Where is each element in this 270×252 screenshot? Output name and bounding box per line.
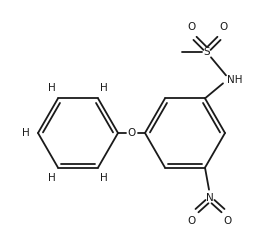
Text: O: O <box>219 22 227 32</box>
Text: N: N <box>206 193 214 203</box>
Text: H: H <box>48 83 56 93</box>
Text: H: H <box>48 173 56 183</box>
Text: O: O <box>127 128 136 138</box>
Text: O: O <box>187 22 195 32</box>
Text: H: H <box>100 83 108 93</box>
Text: NH: NH <box>227 75 242 85</box>
Text: S: S <box>204 47 210 57</box>
Text: O: O <box>188 216 196 226</box>
Text: O: O <box>224 216 232 226</box>
Text: H: H <box>100 173 108 183</box>
Text: H: H <box>22 128 30 138</box>
